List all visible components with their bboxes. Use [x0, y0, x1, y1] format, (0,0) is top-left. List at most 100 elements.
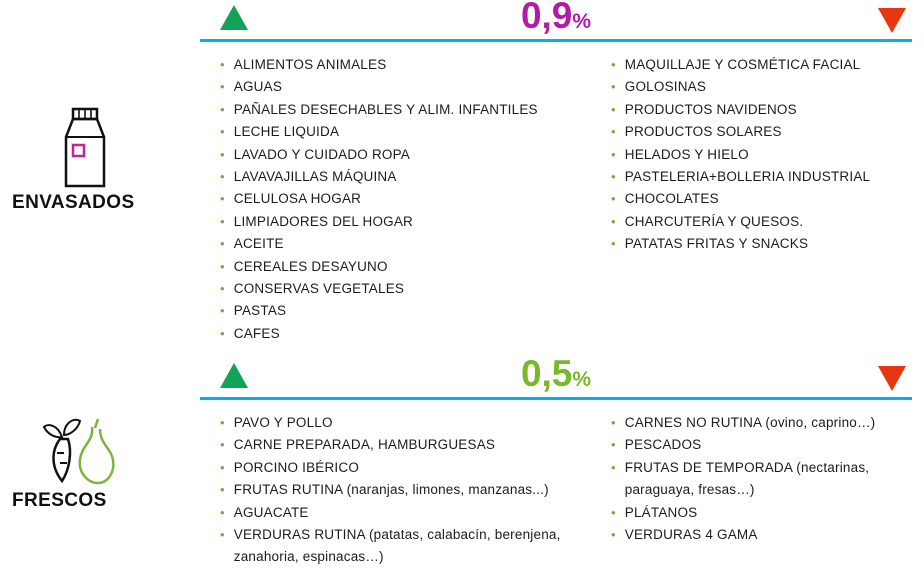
list-item: • CELULOSA HOGAR [220, 188, 577, 210]
list-item: • PRODUCTOS NAVIDENOS [611, 99, 896, 121]
down-arrow-icon [878, 366, 906, 391]
percent-value: 0,9 [520, 0, 573, 36]
item-label: FRUTAS DE TEMPORADA (nectarinas, paragua… [624, 459, 870, 498]
list-item: • FRUTAS DE TEMPORADA (nectarinas, paragu… [611, 457, 896, 502]
frescos-up-list: • PAVO Y POLLO • CARNE PREPARADA, HAMBURGU… [220, 412, 577, 569]
item-label: VERDURAS RUTINA (patatas, calabacín, ber… [233, 527, 561, 565]
bullet-icon: • [611, 459, 616, 475]
list-item: • CAFES [220, 323, 577, 345]
bullet-icon: • [611, 415, 616, 430]
envasados-columns: • ALIMENTOS ANIMALES • AGUAS • PAÑALES DESE… [200, 42, 912, 345]
list-item: • LECHE LIQUIDA [220, 121, 577, 143]
down-arrow-icon [878, 8, 906, 33]
list-item: • LAVADO Y CUIDADO ROPA [220, 144, 577, 166]
bullet-icon: • [220, 191, 225, 207]
envasados-header: 0,9% [200, 0, 912, 42]
bullet-icon: • [611, 437, 616, 453]
envasados-sidebar: ENVASADOS [0, 0, 200, 360]
section-envasados: ENVASADOS 0,9% • ALIMENTOS ANIMALES • AGUA… [0, 0, 912, 360]
item-label: PESCADOS [624, 437, 702, 453]
list-item: • PLÁTANOS [611, 502, 896, 524]
frescos-header: 0,5% [200, 353, 912, 400]
item-label: PASTELERIA+BOLLERIA INDUSTRIAL [624, 169, 871, 185]
bullet-icon: • [220, 79, 225, 95]
item-label: VERDURAS 4 GAMA [624, 527, 758, 543]
list-item: • VERDURAS RUTINA (patatas, calabacín, be… [220, 524, 577, 569]
bullet-icon: • [611, 236, 616, 252]
list-item: • PORCINO IBÉRICO [220, 457, 577, 479]
list-item: • PRODUCTOS SOLARES [611, 121, 896, 143]
list-item: • CARNES NO RUTINA (ovino, caprino…) [611, 412, 896, 434]
bullet-icon: • [220, 325, 225, 341]
list-item: • PASTELERIA+BOLLERIA INDUSTRIAL [611, 166, 896, 188]
bullet-icon: • [220, 213, 225, 229]
item-label: LAVADO Y CUIDADO ROPA [233, 146, 411, 162]
list-item: • CARNE PREPARADA, HAMBURGUESAS [220, 434, 577, 456]
frescos-percent: 0,5% [200, 353, 912, 401]
item-label: CONSERVAS VEGETALES [233, 281, 405, 297]
item-label: PORCINO IBÉRICO [233, 459, 360, 475]
item-label: ACEITE [233, 236, 284, 252]
bullet-icon: • [220, 482, 225, 498]
list-item: • CEREALES DESAYUNO [220, 256, 577, 278]
percent-sign: % [572, 10, 592, 33]
envasados-down-list: • MAQUILLAJE Y COSMÉTICA FACIAL • GOLOSINA… [611, 54, 896, 345]
item-label: ALIMENTOS ANIMALES [233, 57, 387, 72]
up-arrow-icon [220, 363, 248, 388]
bullet-icon: • [220, 281, 225, 297]
bullet-icon: • [611, 191, 616, 207]
list-item: • HELADOS Y HIELO [611, 144, 896, 166]
item-label: LIMPIADORES DEL HOGAR [233, 213, 414, 229]
bullet-icon: • [611, 527, 616, 543]
bullet-icon: • [611, 79, 616, 95]
list-item: • LAVAVAJILLAS MÁQUINA [220, 166, 577, 188]
bullet-icon: • [220, 146, 225, 162]
list-item: • ALIMENTOS ANIMALES [220, 54, 577, 76]
item-label: CARNE PREPARADA, HAMBURGUESAS [233, 437, 496, 453]
list-item: • LIMPIADORES DEL HOGAR [220, 211, 577, 233]
item-label: GOLOSINAS [624, 79, 707, 95]
bullet-icon: • [611, 169, 616, 185]
item-label: PAÑALES DESECHABLES Y ALIM. INFANTILES [233, 101, 538, 117]
item-label: LECHE LIQUIDA [233, 124, 340, 140]
section-frescos: FRESCOS 0,5% • PAVO Y POLLO • CARNE PREPAR… [0, 353, 924, 574]
item-label: FRUTAS RUTINA (naranjas, limones, manzan… [233, 482, 549, 498]
bullet-icon: • [220, 303, 225, 319]
section-label-frescos: FRESCOS [12, 490, 107, 511]
bullet-icon: • [220, 57, 225, 72]
list-item: • FRUTAS RUTINA (naranjas, limones, manza… [220, 479, 577, 501]
bullet-icon: • [611, 57, 616, 72]
bullet-icon: • [220, 459, 225, 475]
list-item: • ACEITE [220, 233, 577, 255]
bullet-icon: • [220, 236, 225, 252]
frescos-content: 0,5% • PAVO Y POLLO • CARNE PREPARADA, HAM… [200, 353, 924, 574]
item-label: CARNES NO RUTINA (ovino, caprino…) [624, 415, 876, 430]
item-label: MAQUILLAJE Y COSMÉTICA FACIAL [624, 57, 861, 72]
bullet-icon: • [220, 527, 225, 543]
list-item: • CHOCOLATES [611, 188, 896, 210]
list-item: • PAVO Y POLLO [220, 412, 577, 434]
section-label-envasados: ENVASADOS [12, 192, 135, 213]
envasados-up-list: • ALIMENTOS ANIMALES • AGUAS • PAÑALES DESE… [220, 54, 577, 345]
bullet-icon: • [611, 101, 616, 117]
bullet-icon: • [611, 504, 616, 520]
frescos-down-list: • CARNES NO RUTINA (ovino, caprino…) • PES… [611, 412, 896, 569]
item-label: CELULOSA HOGAR [233, 191, 362, 207]
item-label: CHARCUTERÍA Y QUESOS. [624, 213, 804, 229]
bullet-icon: • [611, 213, 616, 229]
item-label: HELADOS Y HIELO [624, 146, 749, 162]
bullet-icon: • [220, 124, 225, 140]
bullet-icon: • [611, 146, 616, 162]
list-item: • CHARCUTERÍA Y QUESOS. [611, 211, 896, 233]
list-item: • MAQUILLAJE Y COSMÉTICA FACIAL [611, 54, 896, 76]
milk-carton-icon [58, 106, 116, 195]
bullet-icon: • [220, 415, 225, 430]
bullet-icon: • [220, 437, 225, 453]
item-label: AGUAS [233, 79, 283, 95]
list-item: • PESCADOS [611, 434, 896, 456]
item-label: PLÁTANOS [624, 504, 698, 520]
percent-value: 0,5 [520, 353, 573, 394]
item-label: LAVAVAJILLAS MÁQUINA [233, 169, 397, 185]
bullet-icon: • [611, 124, 616, 140]
